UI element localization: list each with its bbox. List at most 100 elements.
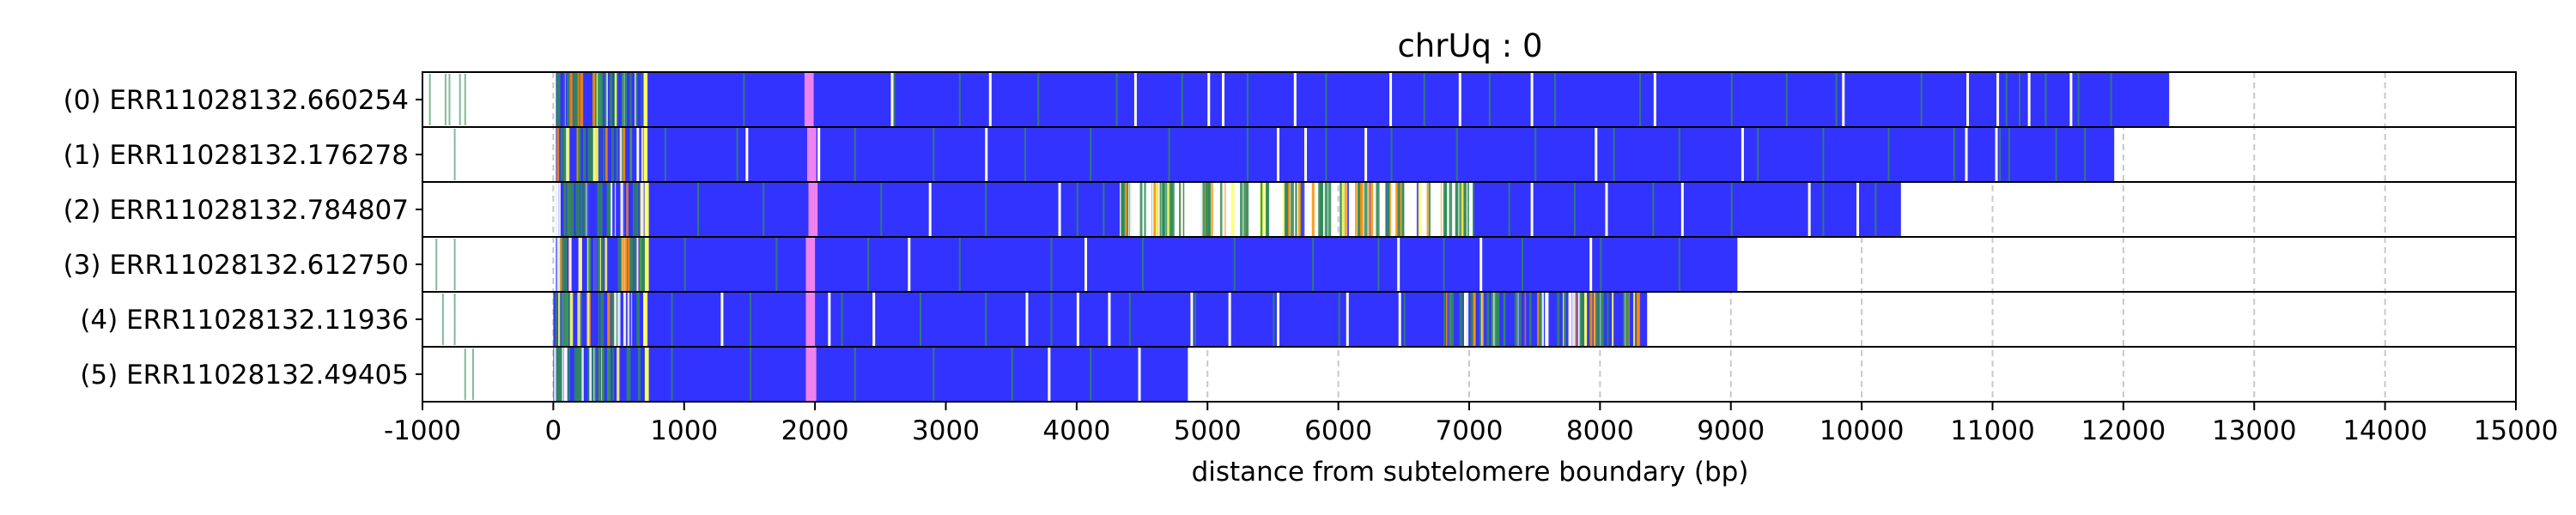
white-tick [1058,183,1061,236]
variant-tick [1491,293,1494,346]
variant-tick [1370,183,1374,236]
variant-tick [592,128,596,181]
x-tick-label: 0 [545,415,562,446]
x-tick-label: -1000 [384,415,461,446]
outer-tick [471,348,474,400]
variant-tick [1525,293,1529,346]
green-tick [1377,238,1380,291]
green-tick [1090,348,1092,401]
variant-tick [1369,183,1371,236]
green-tick [736,128,738,181]
green-tick [854,348,856,401]
variant-tick [593,238,597,291]
read-label: (0) ERR11028132.660254 [64,85,409,116]
read-label: (3) ERR11028132.612750 [64,250,409,281]
variant-tick [562,73,566,126]
reads: (0) ERR11028132.660254 (1) ERR11028132.17… [64,71,2517,403]
variant-tick [1358,183,1362,236]
variant-tick [588,238,592,291]
pink-band [805,348,817,401]
variant-tick [557,293,561,346]
variant-tick [1574,293,1577,346]
variant-tick [560,238,562,291]
outer-tick [464,74,466,125]
green-tick [1181,73,1183,126]
variant-tick [1181,183,1183,236]
variant-tick [570,293,574,346]
white-tick [817,128,821,181]
white-tick [1025,293,1029,346]
variant-tick [603,128,605,181]
variant-tick [1362,183,1364,236]
variant-tick [1455,183,1458,236]
variant-tick [555,293,557,346]
variant-tick [580,293,582,346]
green-tick [749,348,751,401]
variant-tick [586,183,590,236]
white-tick [928,183,932,236]
green-tick [1678,238,1680,291]
green-tick [1757,128,1759,181]
variant-tick [575,183,578,236]
variant-tick [1364,183,1368,236]
variant-tick [587,348,591,401]
read-row: (4) ERR11028132.11936 [80,291,2517,348]
variant-tick [1541,293,1545,346]
green-tick [933,128,935,181]
x-tick-label: 12000 [2081,415,2166,446]
variant-tick [568,348,571,401]
variant-tick [614,73,617,126]
green-tick [1730,183,1733,236]
green-tick [1573,183,1576,236]
variant-tick [564,348,568,401]
x-axis-label: distance from subtelomere boundary (bp) [1192,457,1749,488]
green-tick [1443,238,1445,291]
variant-tick [629,73,632,126]
variant-tick [563,128,567,181]
green-tick [880,183,883,236]
variant-tick [1167,183,1170,236]
variant-tick [1633,293,1636,346]
variant-tick [586,293,590,346]
variant-tick [599,73,604,126]
variant-tick [554,348,556,401]
variant-tick [1447,293,1449,346]
variant-tick [1449,183,1453,236]
variant-tick [555,348,559,401]
variant-tick [620,183,624,236]
green-tick [1678,128,1680,181]
variant-tick [1155,183,1158,236]
variant-tick [1359,183,1364,236]
variant-tick [1205,183,1208,236]
outer-tick [453,239,456,290]
green-tick [841,293,843,346]
read-bar [556,238,1738,291]
variant-tick [1126,183,1129,236]
green-tick [1390,128,1393,181]
green-tick [854,128,856,181]
white-tick [872,293,876,346]
green-tick [1325,73,1327,126]
green-tick [762,183,765,236]
white-tick [1965,128,1968,181]
variant-tick [1464,183,1467,236]
variant-tick [574,348,578,401]
green-tick [749,293,751,346]
variant-tick [1397,183,1400,236]
variant-tick [611,183,613,236]
variant-tick [617,293,621,346]
variant-tick [1537,293,1540,346]
variant-tick [621,73,625,126]
pink-band [804,73,814,126]
outer-tick [464,348,466,400]
white-tick [908,238,911,291]
variant-tick [587,128,592,181]
white-tick [1364,128,1368,181]
green-tick [1194,293,1197,346]
variant-tick [1282,183,1285,236]
variant-tick [1345,183,1347,236]
green-tick [1785,73,1788,126]
variant-tick [597,238,600,291]
white-tick [1595,128,1598,181]
green-tick [671,293,673,346]
